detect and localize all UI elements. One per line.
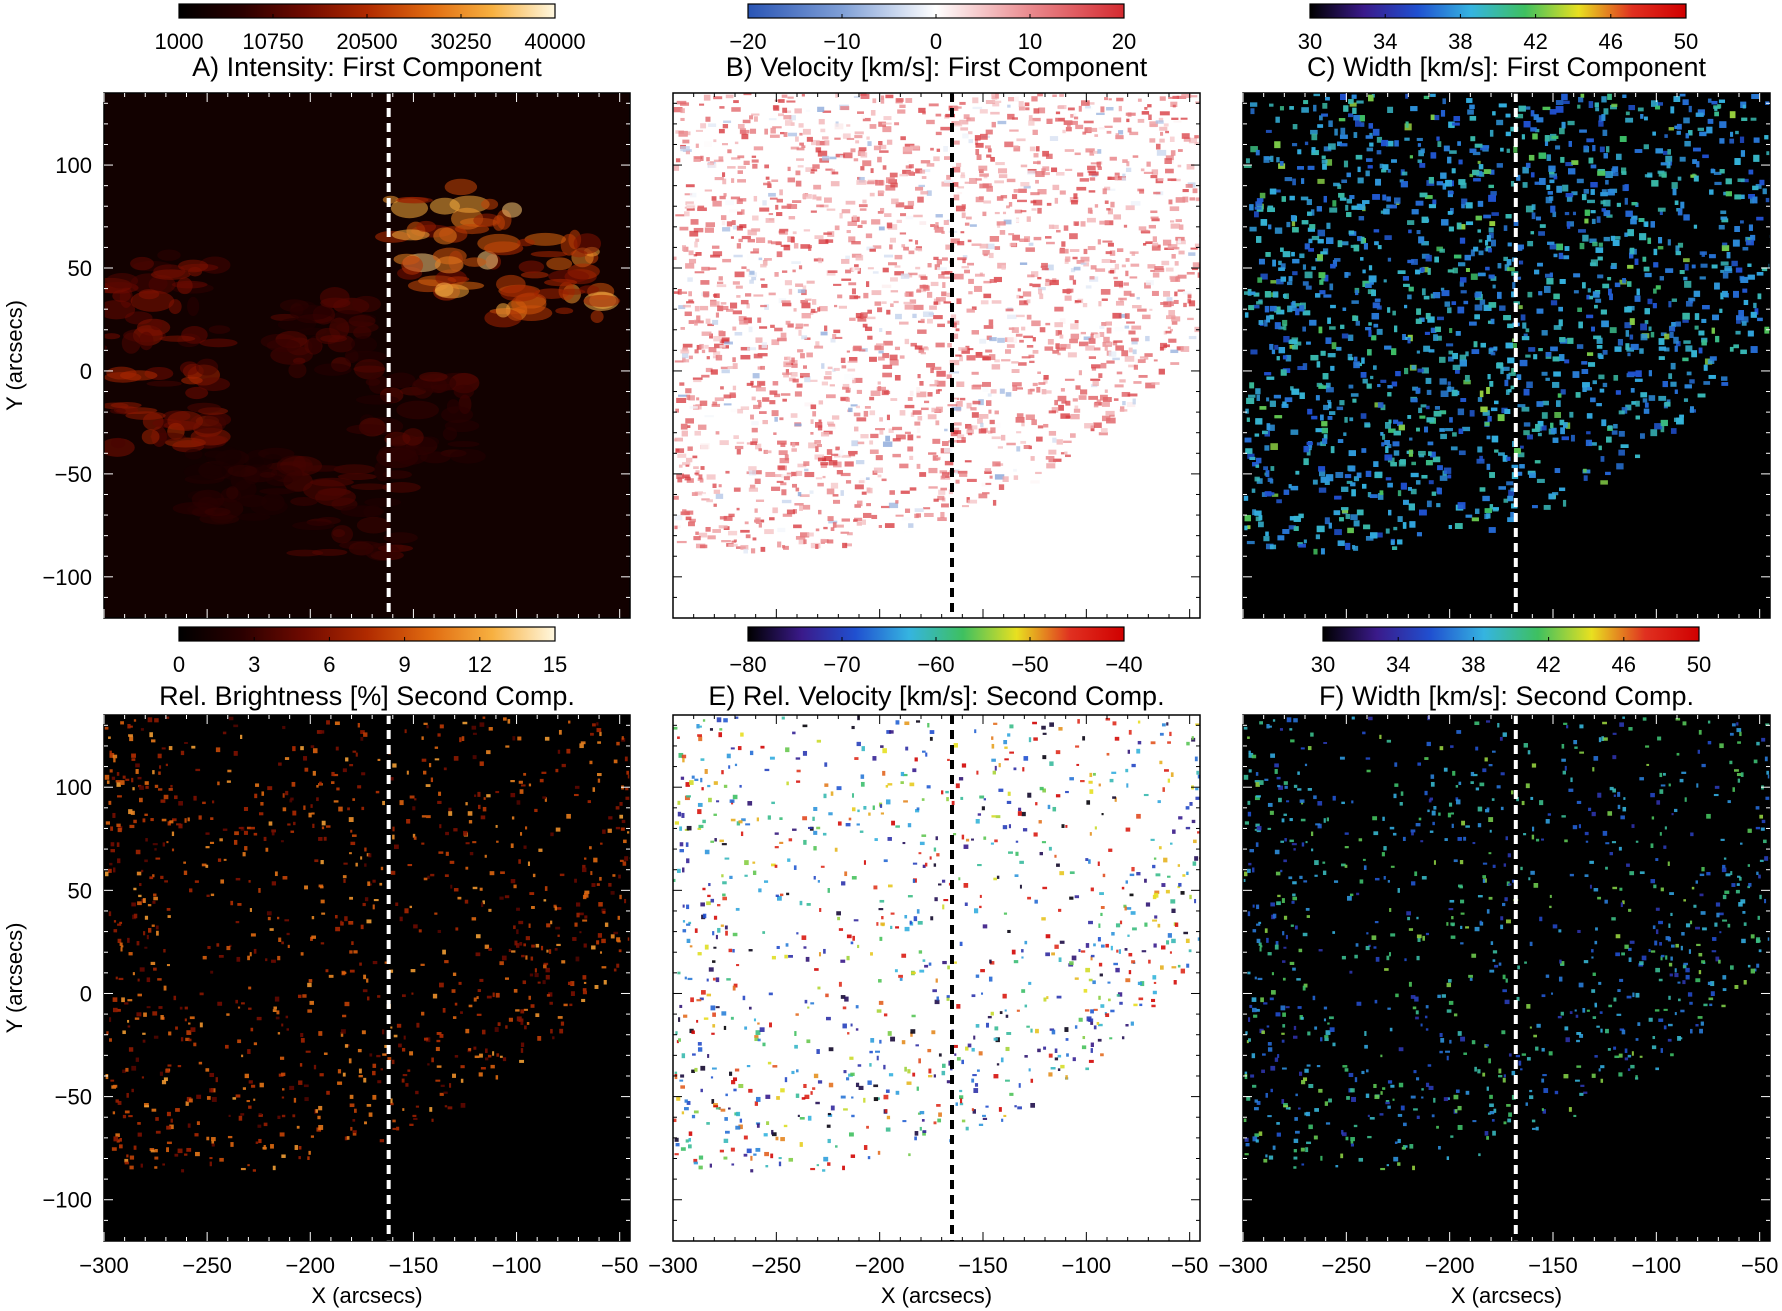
colorbar-tick-label: 42 — [1536, 652, 1560, 677]
colorbar-tick-label: 38 — [1448, 29, 1472, 54]
x-tick-label: −300 — [1218, 1253, 1268, 1278]
colorbar-tick-label: −10 — [823, 29, 860, 54]
colorbar-tick-label: 42 — [1523, 29, 1547, 54]
panel-title: A) Intensity: First Component — [192, 52, 542, 82]
colorbar-tick-label: −80 — [729, 652, 766, 677]
x-tick-label: −300 — [79, 1253, 129, 1278]
colorbar-tick-label: 20 — [1112, 29, 1136, 54]
colorbar-tick-label: 50 — [1687, 652, 1711, 677]
y-axis-label: Y (arcsecs) — [2, 923, 27, 1034]
x-tick-label: −50 — [601, 1253, 638, 1278]
x-tick-label: −200 — [285, 1253, 335, 1278]
colorbar-tick-label: 34 — [1373, 29, 1397, 54]
plot-frame — [1242, 92, 1771, 619]
x-tick-label: −100 — [1062, 1253, 1112, 1278]
colorbar-tick-label: 10 — [1018, 29, 1042, 54]
colorbar-tick-label: 12 — [468, 652, 492, 677]
heatmap-image — [1243, 93, 1770, 618]
panel-e: −80 −70 −60 −50 −40 E) Rel. Velocity [km/s]: … — [648, 626, 1208, 1308]
y-tick-label: 100 — [55, 153, 92, 178]
y-tick-label: −100 — [42, 565, 92, 590]
colorbar-tick-label: −60 — [917, 652, 954, 677]
x-tick-label: −100 — [492, 1253, 542, 1278]
heatmap-image — [104, 715, 630, 1241]
colorbar-tick-label: −40 — [1105, 652, 1142, 677]
colorbar-tick-label: 9 — [398, 652, 410, 677]
colorbar-tick-label: −50 — [1011, 652, 1048, 677]
y-axis-label: Y (arcsecs) — [2, 300, 27, 411]
colorbar-tick-label: −70 — [823, 652, 860, 677]
panel-title: Rel. Brightness [%] Second Comp. — [159, 681, 575, 711]
colorbar-tick-label: 30250 — [430, 29, 491, 54]
panel-title: B) Velocity [km/s]: First Component — [726, 52, 1148, 82]
colorbar-tick-label: 20500 — [336, 29, 397, 54]
x-tick-label: −250 — [1322, 1253, 1372, 1278]
x-tick-label: −300 — [648, 1253, 698, 1278]
y-tick-label: −50 — [55, 462, 92, 487]
colorbar-tick-label: 1000 — [155, 29, 204, 54]
panel-title: C) Width [km/s]: First Component — [1307, 52, 1707, 82]
colorbar-tick-label: 30 — [1311, 652, 1335, 677]
y-tick-label: 100 — [55, 775, 92, 800]
y-tick-label: 0 — [80, 359, 92, 384]
panel-b: −20 −10 0 10 20B) Velocity [km/s]: First Com… — [672, 3, 1201, 619]
colorbar — [1309, 3, 1687, 19]
colorbar-tick-label: 50 — [1674, 29, 1698, 54]
panel-title: E) Rel. Velocity [km/s]: Second Comp. — [708, 681, 1164, 711]
colorbar-tick-label: 46 — [1612, 652, 1636, 677]
x-tick-label: −100 — [1632, 1253, 1682, 1278]
heatmap-image — [1243, 715, 1770, 1241]
colorbar-tick-label: 30 — [1298, 29, 1322, 54]
colorbar-tick-label: 40000 — [524, 29, 585, 54]
x-tick-label: −150 — [389, 1253, 439, 1278]
colorbar — [1322, 626, 1700, 642]
plot-frame — [672, 714, 1201, 1242]
x-tick-label: −50 — [1741, 1253, 1778, 1278]
y-tick-label: −100 — [42, 1188, 92, 1213]
plot-frame — [672, 92, 1201, 619]
x-tick-label: −150 — [958, 1253, 1008, 1278]
colorbar-tick-label: 10750 — [242, 29, 303, 54]
plot-frame — [103, 92, 631, 619]
y-tick-label: 0 — [80, 981, 92, 1006]
heatmap-image — [673, 93, 1200, 618]
x-tick-label: −250 — [752, 1253, 802, 1278]
heatmap-image — [104, 93, 630, 618]
panel-title: F) Width [km/s]: Second Comp. — [1319, 681, 1694, 711]
x-axis-label: X (arcsecs) — [881, 1283, 992, 1308]
x-axis-label: X (arcsecs) — [311, 1283, 422, 1308]
panel-f: 30 34 38 42 46 50 F) Width [km/s]: Second Comp… — [1218, 626, 1778, 1308]
colorbar-tick-label: 46 — [1599, 29, 1623, 54]
x-axis-label: X (arcsecs) — [1451, 1283, 1562, 1308]
colorbar-tick-label: 0 — [930, 29, 942, 54]
panel-c: 30 34 38 42 46 50C) Width [km/s]: First Compo… — [1242, 3, 1771, 619]
y-tick-label: −50 — [55, 1085, 92, 1110]
heatmap-image — [673, 715, 1200, 1241]
colorbar-tick-label: 38 — [1461, 652, 1485, 677]
x-tick-label: −150 — [1528, 1253, 1578, 1278]
colorbar-tick-label: 3 — [248, 652, 260, 677]
x-tick-label: −200 — [1425, 1253, 1475, 1278]
y-tick-label: 50 — [68, 878, 92, 903]
colorbar-tick-label: 34 — [1386, 652, 1410, 677]
colorbar-tick-label: 6 — [323, 652, 335, 677]
x-tick-label: −200 — [855, 1253, 905, 1278]
colorbar — [178, 626, 556, 642]
plot-frame — [1242, 714, 1771, 1242]
panel-d: 0 3 6 9 12 15 Rel. Brightness [%] Second Comp.… — [2, 626, 638, 1308]
plot-frame — [103, 714, 631, 1242]
colorbar-tick-label: 15 — [543, 652, 567, 677]
colorbar-tick-label: 0 — [173, 652, 185, 677]
colorbar-tick-label: −20 — [729, 29, 766, 54]
x-tick-label: −50 — [1171, 1253, 1208, 1278]
x-tick-label: −250 — [182, 1253, 232, 1278]
y-tick-label: 50 — [68, 256, 92, 281]
